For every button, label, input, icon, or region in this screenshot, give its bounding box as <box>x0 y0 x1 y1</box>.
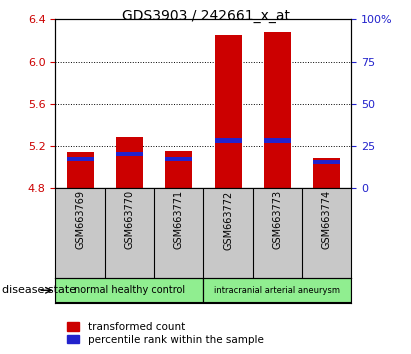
Bar <box>165 151 192 188</box>
Text: GDS3903 / 242661_x_at: GDS3903 / 242661_x_at <box>122 9 289 23</box>
Bar <box>116 152 143 156</box>
Text: GSM663769: GSM663769 <box>75 190 85 249</box>
Bar <box>264 138 291 143</box>
Bar <box>67 152 94 188</box>
Bar <box>165 157 192 161</box>
Bar <box>67 157 94 161</box>
Text: GSM663774: GSM663774 <box>322 190 332 250</box>
Bar <box>203 278 351 302</box>
Bar <box>55 278 203 302</box>
Legend: transformed count, percentile rank within the sample: transformed count, percentile rank withi… <box>63 318 268 349</box>
Text: GSM663770: GSM663770 <box>125 190 134 250</box>
Bar <box>215 35 242 188</box>
Text: normal healthy control: normal healthy control <box>74 285 185 295</box>
Text: intracranial arterial aneurysm: intracranial arterial aneurysm <box>215 286 340 295</box>
Bar <box>313 158 340 188</box>
Text: disease state: disease state <box>2 285 76 295</box>
Text: GSM663771: GSM663771 <box>174 190 184 250</box>
Bar <box>215 138 242 143</box>
Text: GSM663773: GSM663773 <box>272 190 282 250</box>
Text: GSM663772: GSM663772 <box>223 190 233 250</box>
Bar <box>116 137 143 188</box>
Bar <box>313 160 340 165</box>
Bar <box>264 32 291 188</box>
